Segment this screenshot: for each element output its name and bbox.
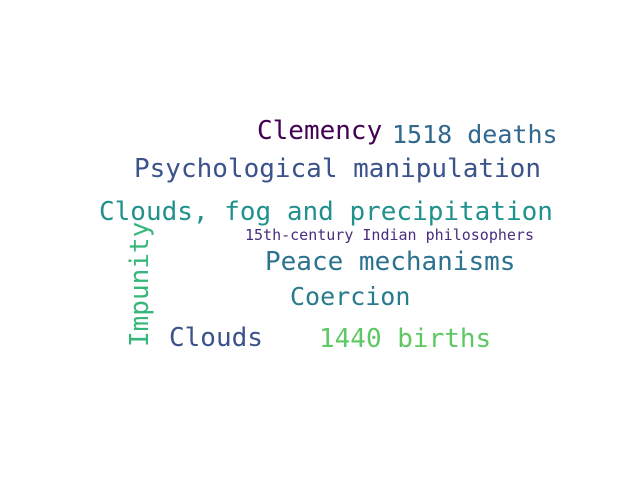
word-psychological-manipulation: Psychological manipulation <box>134 154 541 184</box>
word-15th-century-indian-philosophers: 15th-century Indian philosophers <box>245 226 534 244</box>
word-peace-mechanisms: Peace mechanisms <box>265 247 516 277</box>
word-impunity: Impunity <box>125 221 155 347</box>
word-clouds-fog-and-precipitation: Clouds, fog and precipitation <box>99 197 553 227</box>
word-1440-births: 1440 births <box>319 324 492 354</box>
word-clemency: Clemency <box>257 116 383 146</box>
word-1518-deaths: 1518 deaths <box>392 120 558 149</box>
word-coercion: Coercion <box>290 282 411 311</box>
word-clouds: Clouds <box>169 323 263 353</box>
